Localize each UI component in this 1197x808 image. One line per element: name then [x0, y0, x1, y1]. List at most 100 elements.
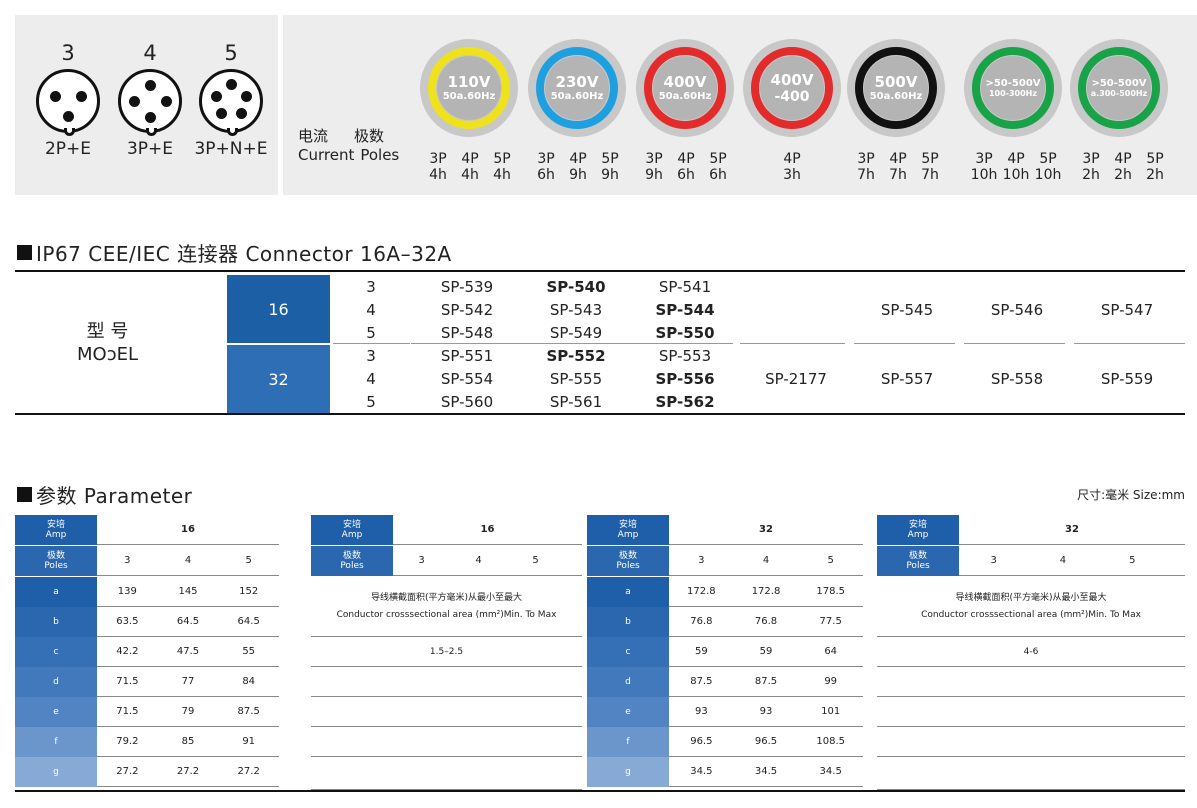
model-poles: 3	[366, 278, 376, 296]
pole-hour-label: 3P 6h	[537, 151, 555, 183]
dimension-value: 27.2	[116, 766, 139, 777]
pole-hour-label: 4P 7h	[889, 151, 907, 183]
dimension-value: 87.5	[690, 676, 713, 687]
plug-face-icon	[36, 69, 100, 136]
plug-face-icon	[199, 69, 263, 136]
model-poles: 5	[366, 393, 376, 411]
parameter-table: 安培 Amp 16 极数 Poles 3 4 5 导线横截面积(平方毫米)从最小至最大 Condu…	[311, 515, 582, 791]
model-number: SP-2177	[765, 370, 827, 388]
amp-header: 安培 Amp	[311, 515, 393, 545]
model-number: SP-550	[655, 324, 715, 342]
dimension-key: g	[587, 757, 669, 787]
voltage-label: >50-500V	[1091, 78, 1147, 89]
dimension-value: 152	[239, 586, 259, 597]
dimension-key: f	[587, 727, 669, 757]
model-number: SP-548	[440, 324, 494, 342]
model-number: SP-547	[1100, 301, 1154, 319]
pole-hour-label: 4P 10h	[1002, 151, 1030, 183]
voltage-label: >50-500V	[985, 78, 1041, 89]
poles-value: 4	[1059, 555, 1067, 566]
dimension-value: 64.5	[176, 616, 200, 627]
plug-config: 2P+E	[44, 139, 92, 159]
amp-rating-cell: 32	[227, 345, 330, 413]
pole-hour-label: 3P 2h	[1082, 151, 1100, 183]
model-number: SP-554	[440, 370, 494, 388]
model-number: SP-541	[658, 278, 712, 296]
model-label-en: MOɔEL	[77, 344, 138, 365]
amp-value: 16	[181, 524, 195, 535]
amp-rating-cell: 16	[227, 275, 330, 343]
voltage-ring-icon: 400V 50a.60Hz	[636, 39, 734, 137]
plug-4pin: 4 3P+E	[115, 41, 185, 159]
dimension-value: 55	[242, 646, 256, 657]
dimension-value: 71.5	[116, 706, 139, 717]
dimension-key: c	[15, 637, 97, 667]
dimension-key: e	[15, 697, 97, 727]
frequency-label: 50a.60Hz	[442, 90, 496, 102]
dimension-key: d	[587, 667, 669, 697]
dimension-key: b	[587, 607, 669, 637]
poles-en: Poles	[360, 146, 400, 164]
pin-count: 4	[143, 41, 157, 65]
parameter-table: 安培 Amp 32 极数 Poles 3 4 5 a 172.8 172.8 178.5 b 76.8 76…	[587, 515, 863, 791]
amp-header: 安培 Amp	[15, 515, 97, 545]
voltage-label: 500V	[874, 72, 918, 91]
model-number: SP-542	[440, 301, 494, 319]
model-number: SP-553	[658, 347, 712, 365]
dimension-value: 27.2	[176, 766, 200, 777]
model-number: SP-540	[546, 278, 606, 296]
model-section-title: IP67 CEE/IEC 连接器 Connector 16A–32A	[17, 238, 452, 267]
dimension-key: b	[15, 607, 97, 637]
model-number: SP-557	[880, 370, 934, 388]
dimension-value: 79	[181, 706, 195, 717]
pole-hour-label: 4P 6h	[677, 151, 695, 183]
dimension-value: 101	[821, 706, 841, 717]
poles-value: 4	[184, 555, 192, 566]
pole-hour-label: 4P 3h	[783, 151, 801, 183]
pole-hour-label: 3P 7h	[857, 151, 875, 183]
current-cn: 电流	[298, 127, 329, 145]
pole-hour-label: 3P 4h	[429, 151, 447, 183]
pole-hour-label: 3P 9h	[645, 151, 663, 183]
amp-value: 16	[480, 524, 495, 535]
model-number: SP-543	[549, 301, 603, 319]
poles-value: 5	[827, 555, 834, 566]
poles-value: 5	[1129, 555, 1136, 566]
amp-header: 安培 Amp	[877, 515, 959, 545]
voltage-label: 110V	[447, 72, 491, 91]
conductor-note: 导线横截面积(平方毫米)从最小至最大 Conductor crosssection…	[336, 593, 557, 620]
dimension-value: 34.5	[754, 766, 778, 777]
poles-value: 3	[124, 555, 131, 566]
dimension-value: 96.5	[754, 736, 778, 747]
plug-face-icon	[118, 69, 182, 136]
model-number: SP-560	[440, 393, 494, 411]
parameter-section-title: 参数 Parameter	[17, 480, 192, 509]
dimension-value: 27.2	[237, 766, 260, 777]
dimension-value: 172.8	[687, 586, 716, 597]
dimension-value: 87.5	[237, 706, 260, 717]
model-number: SP-552	[546, 347, 606, 365]
voltage-ring-icon: 500V 50a.60Hz	[847, 39, 945, 137]
size-note: 尺寸:毫米 Size:mm	[1077, 488, 1185, 502]
amp-value: 32	[1065, 524, 1079, 535]
model-number: SP-544	[655, 301, 715, 319]
dimension-value: 79.2	[116, 736, 139, 747]
pole-hour-label: 3P 10h	[970, 151, 998, 183]
dimension-value: 47.5	[176, 646, 200, 657]
dimension-value: 178.5	[816, 586, 845, 597]
legend-en: Current Poles	[298, 146, 399, 164]
dimension-value: 108.5	[816, 736, 845, 747]
poles-value: 3	[418, 555, 425, 566]
current-en: Current	[298, 146, 355, 164]
poles-value: 4	[475, 555, 482, 566]
pole-hour-label: 4P 4h	[461, 151, 479, 183]
model-number: SP-559	[1100, 370, 1154, 388]
pole-hour-label: 5P 7h	[921, 151, 939, 183]
conductor-range: 1.5–2.5	[429, 647, 464, 657]
dimension-value: 139	[117, 586, 137, 597]
dimension-value: 87.5	[754, 676, 778, 687]
dimension-key: g	[15, 757, 97, 787]
parameter-table: 安培 Amp 16 极数 Poles 3 4 5 a 139 145 152 b 63.5 64.5 64.5…	[15, 515, 279, 791]
model-number: SP-556	[655, 370, 715, 388]
model-poles: 4	[366, 370, 376, 388]
